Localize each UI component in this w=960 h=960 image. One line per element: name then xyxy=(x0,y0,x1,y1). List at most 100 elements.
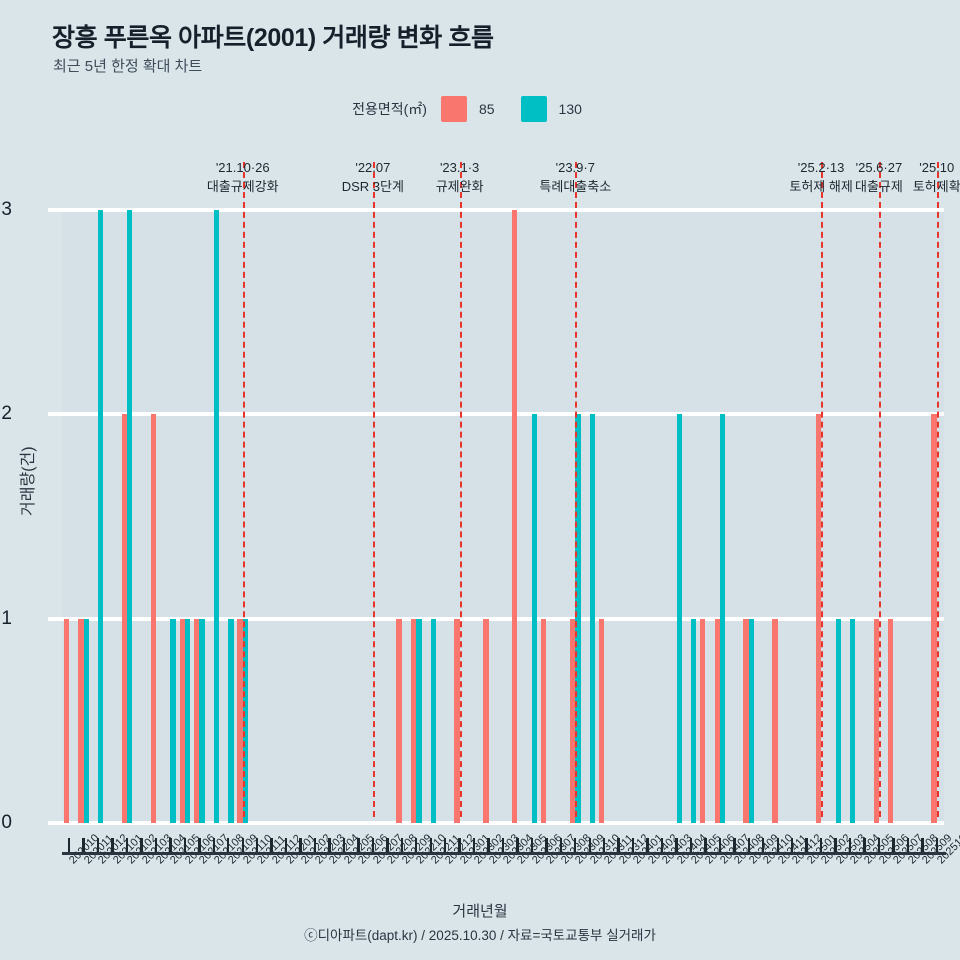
x-tick-202505 xyxy=(863,838,866,853)
x-tick-202412 xyxy=(790,838,794,853)
bar-85-202303[interactable] xyxy=(483,618,489,823)
gridline-0 xyxy=(62,821,944,825)
x-tick-202201 xyxy=(284,838,288,853)
legend-item-85[interactable]: 85 xyxy=(440,96,495,122)
x-tick-202311 xyxy=(603,838,606,853)
bar-85-202110[interactable] xyxy=(237,618,243,823)
legend-swatch-130 xyxy=(520,96,547,122)
x-tick-202508 xyxy=(906,838,910,853)
x-tick-202506 xyxy=(877,838,881,853)
x-tick-202404 xyxy=(675,838,678,853)
x-tick-202401 xyxy=(631,838,635,853)
page-subtitle: 최근 5년 한정 확대 차트 xyxy=(53,58,203,75)
bar-85-202407[interactable] xyxy=(714,618,720,823)
bar-85-202305[interactable] xyxy=(512,210,518,823)
bar-130-202105[interactable] xyxy=(170,618,176,823)
bar-85-202309[interactable] xyxy=(569,618,576,823)
x-tick-202208 xyxy=(386,838,389,853)
x-tick-202106 xyxy=(183,838,187,853)
legend-item-130[interactable]: 130 xyxy=(520,96,582,122)
x-tick-202204 xyxy=(328,838,331,853)
legend-label-85: 85 xyxy=(478,101,495,117)
bar-85-202010[interactable] xyxy=(63,618,70,823)
bar-85-202411[interactable] xyxy=(772,618,778,823)
gridline-1 xyxy=(62,616,944,621)
bar-85-202406[interactable] xyxy=(700,618,706,823)
bar-130-202106[interactable] xyxy=(184,618,191,823)
x-tick-202407 xyxy=(718,838,722,853)
bar-85-202209[interactable] xyxy=(396,618,402,823)
x-tick-202210 xyxy=(415,838,418,853)
bar-85-202106[interactable] xyxy=(179,618,185,823)
event-date: '21.10·26 xyxy=(215,160,270,175)
gridline-2 xyxy=(62,412,944,417)
event-annotation-202510: '25.10 토허제확 xyxy=(913,159,960,197)
bar-130-202404[interactable] xyxy=(676,414,682,823)
bar-85-202307[interactable] xyxy=(541,618,547,823)
bar-130-202012[interactable] xyxy=(98,210,104,823)
bar-130-202211[interactable] xyxy=(430,618,437,823)
legend-swatch-85 xyxy=(440,96,467,122)
bar-85-202409[interactable] xyxy=(743,618,749,823)
x-tick-202309 xyxy=(574,838,577,853)
x-tick-202302 xyxy=(472,838,476,853)
bar-85-202507[interactable] xyxy=(888,618,894,823)
footer-credit: ⓒ디아파트(dapt.kr) / 2025.10.30 / 자료=국토교통부 실… xyxy=(304,928,656,943)
bar-130-202405[interactable] xyxy=(690,618,697,823)
x-tick-202308 xyxy=(559,838,563,853)
bar-130-202107[interactable] xyxy=(199,618,205,823)
event-name: 규제완화 xyxy=(435,178,484,194)
event-name: 대출규제 xyxy=(855,178,903,194)
bar-130-202011[interactable] xyxy=(83,618,90,823)
x-tick-202301 xyxy=(458,838,461,853)
bar-130-202309[interactable] xyxy=(575,414,581,823)
x-tick-202501 xyxy=(805,838,808,853)
x-tick-202206 xyxy=(357,838,360,853)
x-tick-202502 xyxy=(819,838,823,853)
x-tick-202305 xyxy=(516,838,519,853)
bar-130-202109[interactable] xyxy=(228,618,234,823)
bar-85-202107[interactable] xyxy=(194,618,200,823)
event-annotation-202207: '22.07 DSR 3단계 xyxy=(342,159,404,197)
bar-130-202409[interactable] xyxy=(748,618,755,823)
bar-130-202108[interactable] xyxy=(213,210,220,823)
x-tick-202411 xyxy=(776,838,779,853)
page-title: 장흥 푸른옥 아파트(2001) 거래량 변화 흐름 xyxy=(52,24,494,52)
x-tick-202205 xyxy=(342,838,346,853)
x-tick-202402 xyxy=(646,838,649,853)
x-tick-202110 xyxy=(241,838,244,853)
event-annotation-202110: '21.10·26 대출규제강화 xyxy=(207,159,279,197)
bar-130-202306[interactable] xyxy=(531,414,538,823)
bar-130-202210[interactable] xyxy=(416,618,422,823)
x-tick-202408 xyxy=(733,838,736,853)
bar-130-202102[interactable] xyxy=(127,210,133,823)
bar-130-202407[interactable] xyxy=(719,414,726,823)
event-line-202510 xyxy=(936,162,939,817)
event-name: DSR 3단계 xyxy=(341,178,404,194)
bar-130-202504[interactable] xyxy=(850,618,856,823)
bar-130-202310[interactable] xyxy=(589,414,596,823)
x-axis-label: 거래년월 xyxy=(452,903,508,920)
bar-130-202503[interactable] xyxy=(835,618,841,823)
bar-85-202011[interactable] xyxy=(78,618,84,823)
bar-85-202102[interactable] xyxy=(121,414,128,823)
plot-area xyxy=(62,208,944,825)
x-tick-202307 xyxy=(545,838,548,853)
y-tick-dash-3 xyxy=(48,208,62,212)
bar-85-202104[interactable] xyxy=(150,414,156,823)
x-tick-202507 xyxy=(892,838,895,853)
event-date: '23.1·3 xyxy=(439,160,480,175)
x-tick-202111 xyxy=(255,838,259,853)
bar-130-202110[interactable] xyxy=(242,618,249,823)
bar-85-202510[interactable] xyxy=(931,414,937,823)
bar-85-202301[interactable] xyxy=(454,618,460,823)
bar-85-202311[interactable] xyxy=(598,618,605,823)
event-date: '25.2·13 xyxy=(797,160,845,175)
bar-85-202506[interactable] xyxy=(873,618,879,823)
y-axis-label: 거래량(건) xyxy=(20,446,37,516)
event-annotation-202502: '25.2·13 토허제 해제 xyxy=(789,159,852,197)
bar-85-202210[interactable] xyxy=(410,618,417,823)
bar-85-202502[interactable] xyxy=(815,414,822,823)
y-tick-label-2: 2 xyxy=(1,403,12,425)
x-tick-202109 xyxy=(227,838,230,853)
